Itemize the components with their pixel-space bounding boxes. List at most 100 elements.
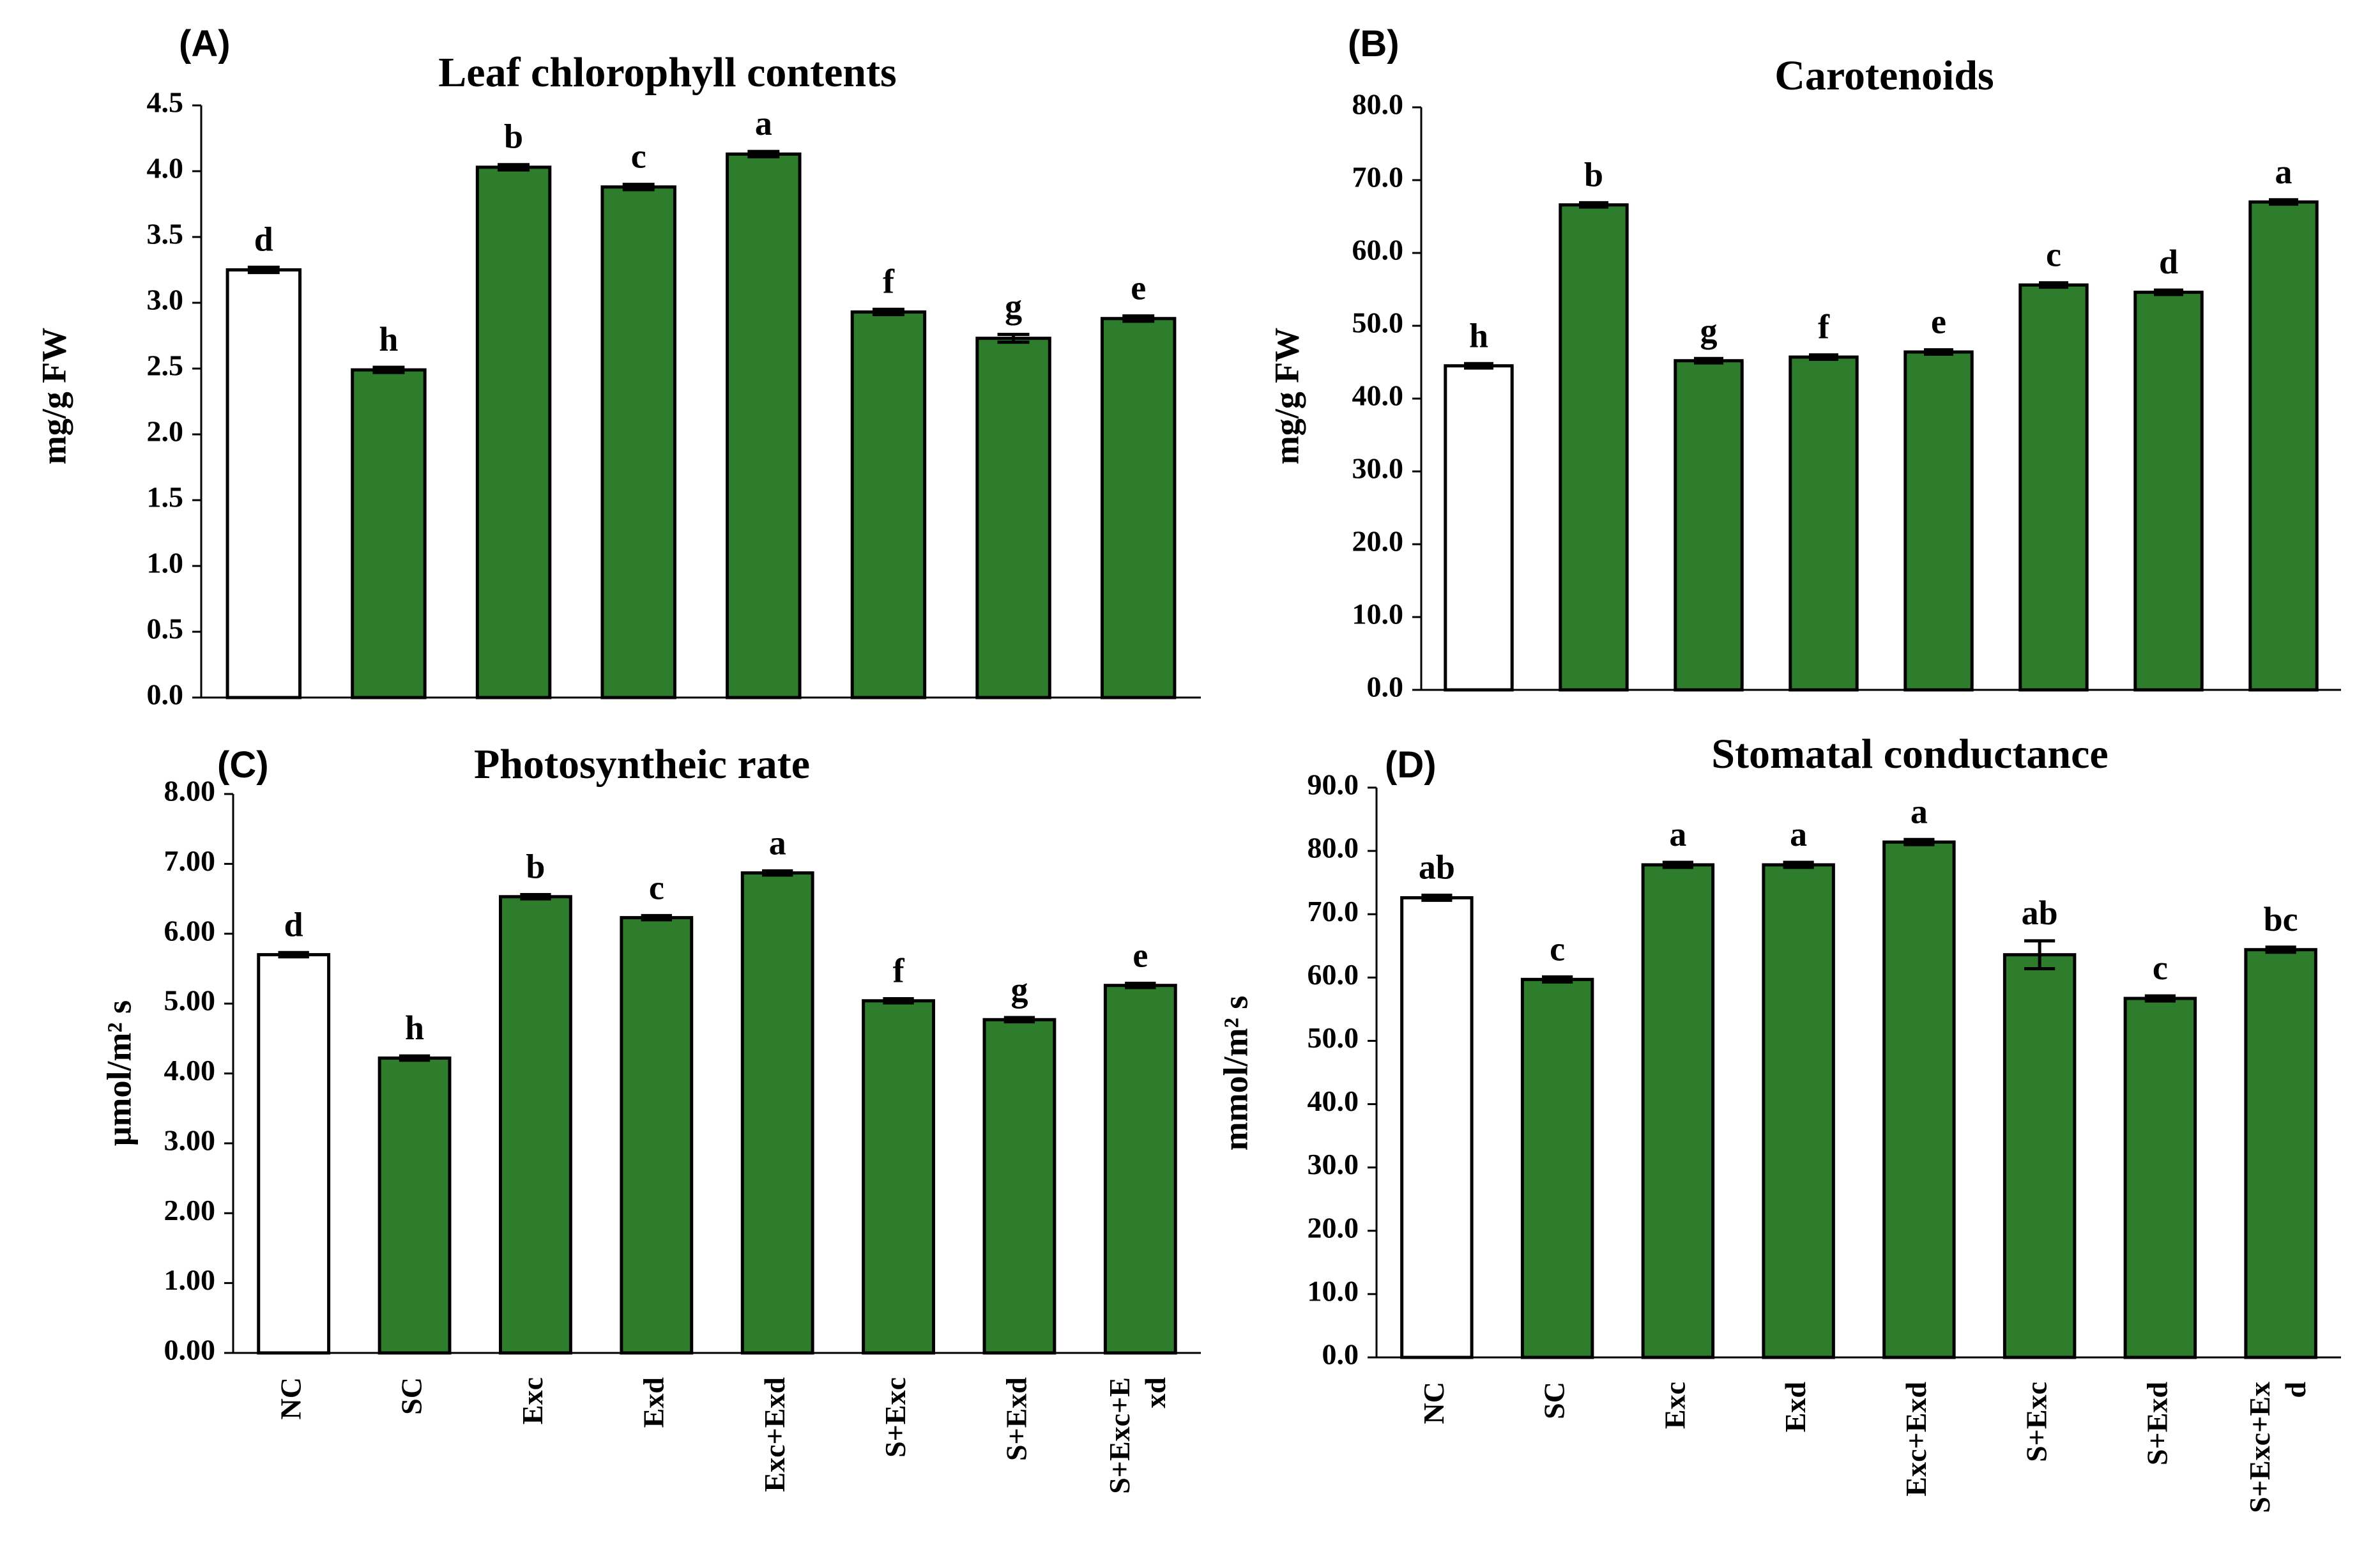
y-tick-label: 50.0 <box>1352 307 1404 339</box>
y-tick-label: 70.0 <box>1352 161 1404 194</box>
y-tick-label: 2.5 <box>147 349 184 382</box>
significance-letter: b <box>526 848 545 886</box>
y-tick-label: 30.0 <box>1308 1148 1359 1180</box>
significance-letter: g <box>1011 970 1028 1009</box>
y-axis-label: μmol/m² s <box>100 1000 138 1146</box>
y-tick-label: 50.0 <box>1308 1021 1359 1054</box>
x-category-label: Exc <box>516 1377 549 1424</box>
chart-title: Leaf chlorophyll contents <box>438 49 896 96</box>
significance-letter: g <box>1700 311 1718 349</box>
panel-letter: (A) <box>179 23 231 65</box>
x-category-label: NC <box>1417 1382 1450 1424</box>
bar-exd <box>1789 355 1859 692</box>
bar-exd <box>600 185 676 699</box>
significance-letter: c <box>2153 949 2168 987</box>
y-tick-label: 1.00 <box>164 1263 216 1296</box>
y-tick-label: 0.0 <box>1367 671 1404 703</box>
significance-letter: f <box>1818 308 1830 346</box>
bar-exc <box>475 165 552 699</box>
significance-letter: ab <box>1419 848 1455 886</box>
bar-exc <box>1641 863 1715 1359</box>
significance-letter: e <box>1931 303 1946 341</box>
bar-s-exd <box>982 1018 1057 1355</box>
x-category-label: NC <box>274 1377 307 1419</box>
x-category-label: S+Exc <box>2020 1382 2053 1462</box>
significance-letter: e <box>1133 936 1148 974</box>
bar-nc <box>1444 364 1514 692</box>
significance-letter: b <box>504 118 523 156</box>
bar-s-exc <box>862 999 935 1355</box>
x-category-label: S+Exd <box>1000 1377 1033 1461</box>
y-tick-label: 4.5 <box>147 86 184 119</box>
significance-letter: h <box>405 1009 424 1047</box>
chart-title: Carotenoids <box>1774 52 1994 99</box>
x-category-label: Exd <box>1779 1382 1812 1433</box>
y-axis-label: mmol/m² s <box>1216 996 1255 1151</box>
bar-nc <box>1400 896 1474 1359</box>
y-tick-label: 60.0 <box>1308 958 1359 991</box>
bar-exd <box>1762 863 1835 1359</box>
y-tick-label: 1.0 <box>147 547 184 579</box>
bar-exc-exd <box>740 871 814 1355</box>
panel-letter: (D) <box>1385 744 1437 786</box>
chart-title: Stomatal conductance <box>1711 731 2108 777</box>
y-tick-label: 6.00 <box>164 914 216 947</box>
significance-letter: ab <box>2022 894 2058 932</box>
y-tick-label: 10.0 <box>1352 598 1404 630</box>
bar-exc <box>499 895 572 1355</box>
x-category-label: xd <box>1139 1377 1171 1408</box>
significance-letter: d <box>254 220 273 258</box>
bar-nc <box>257 953 331 1355</box>
x-category-label: S+Exc+Ex <box>2243 1382 2276 1513</box>
bar-s-exc-exd <box>1100 317 1177 699</box>
bar-s-exc-exd <box>2244 948 2317 1359</box>
panel-letter: (B) <box>1348 23 1400 65</box>
significance-letter: a <box>1669 815 1686 853</box>
y-tick-label: 80.0 <box>1352 88 1404 121</box>
y-tick-label: 60.0 <box>1352 234 1404 266</box>
significance-letter: d <box>284 905 303 943</box>
y-tick-label: 0.0 <box>147 678 184 711</box>
significance-letter: h <box>1469 316 1488 355</box>
significance-letter: e <box>1131 269 1146 307</box>
significance-letter: a <box>769 823 786 862</box>
significance-letter: c <box>1550 929 1565 968</box>
significance-letter: f <box>893 951 905 989</box>
bar-sc <box>351 368 427 699</box>
bar-sc <box>378 1056 452 1355</box>
bar-sc <box>1520 977 1594 1359</box>
x-category-label: SC <box>1538 1382 1571 1419</box>
significance-letter: b <box>1584 155 1603 194</box>
bar-s-exc <box>850 310 927 699</box>
significance-letter: a <box>1790 815 1807 853</box>
bar-s-exc <box>2002 953 2077 1359</box>
significance-letter: d <box>2159 243 2178 281</box>
y-tick-label: 2.0 <box>147 415 184 448</box>
significance-letter: a <box>755 104 772 142</box>
bar-sc <box>1559 203 1629 692</box>
bar-s-exd <box>2133 291 2204 692</box>
bar-s-exd <box>975 337 1051 699</box>
x-category-label: Exc+Exd <box>758 1377 791 1492</box>
bar-s-exc-exd <box>1103 984 1177 1355</box>
y-tick-label: 3.0 <box>147 284 184 316</box>
x-category-label: S+Exd <box>2140 1382 2173 1465</box>
x-category-label: S+Exc+E <box>1103 1377 1136 1494</box>
panel-letter: (C) <box>217 744 269 786</box>
y-tick-label: 20.0 <box>1308 1211 1359 1244</box>
x-category-label: SC <box>395 1377 428 1415</box>
y-tick-label: 0.00 <box>164 1334 216 1366</box>
y-tick-label: 0.5 <box>147 613 184 645</box>
y-tick-label: 4.00 <box>164 1054 216 1087</box>
y-tick-label: 40.0 <box>1308 1085 1359 1117</box>
significance-letter: bc <box>2264 900 2298 938</box>
y-axis-label: mg/g FW <box>1267 328 1306 464</box>
significance-letter: g <box>1005 287 1022 325</box>
bar-s-exd <box>2123 996 2197 1359</box>
bar-exc-exd <box>1882 840 1956 1359</box>
y-tick-label: 20.0 <box>1352 525 1404 558</box>
x-category-label: S+Exc <box>879 1377 912 1458</box>
bar-s-exc <box>2018 283 2089 692</box>
significance-letter: c <box>649 868 664 906</box>
significance-letter: a <box>1911 792 1928 830</box>
